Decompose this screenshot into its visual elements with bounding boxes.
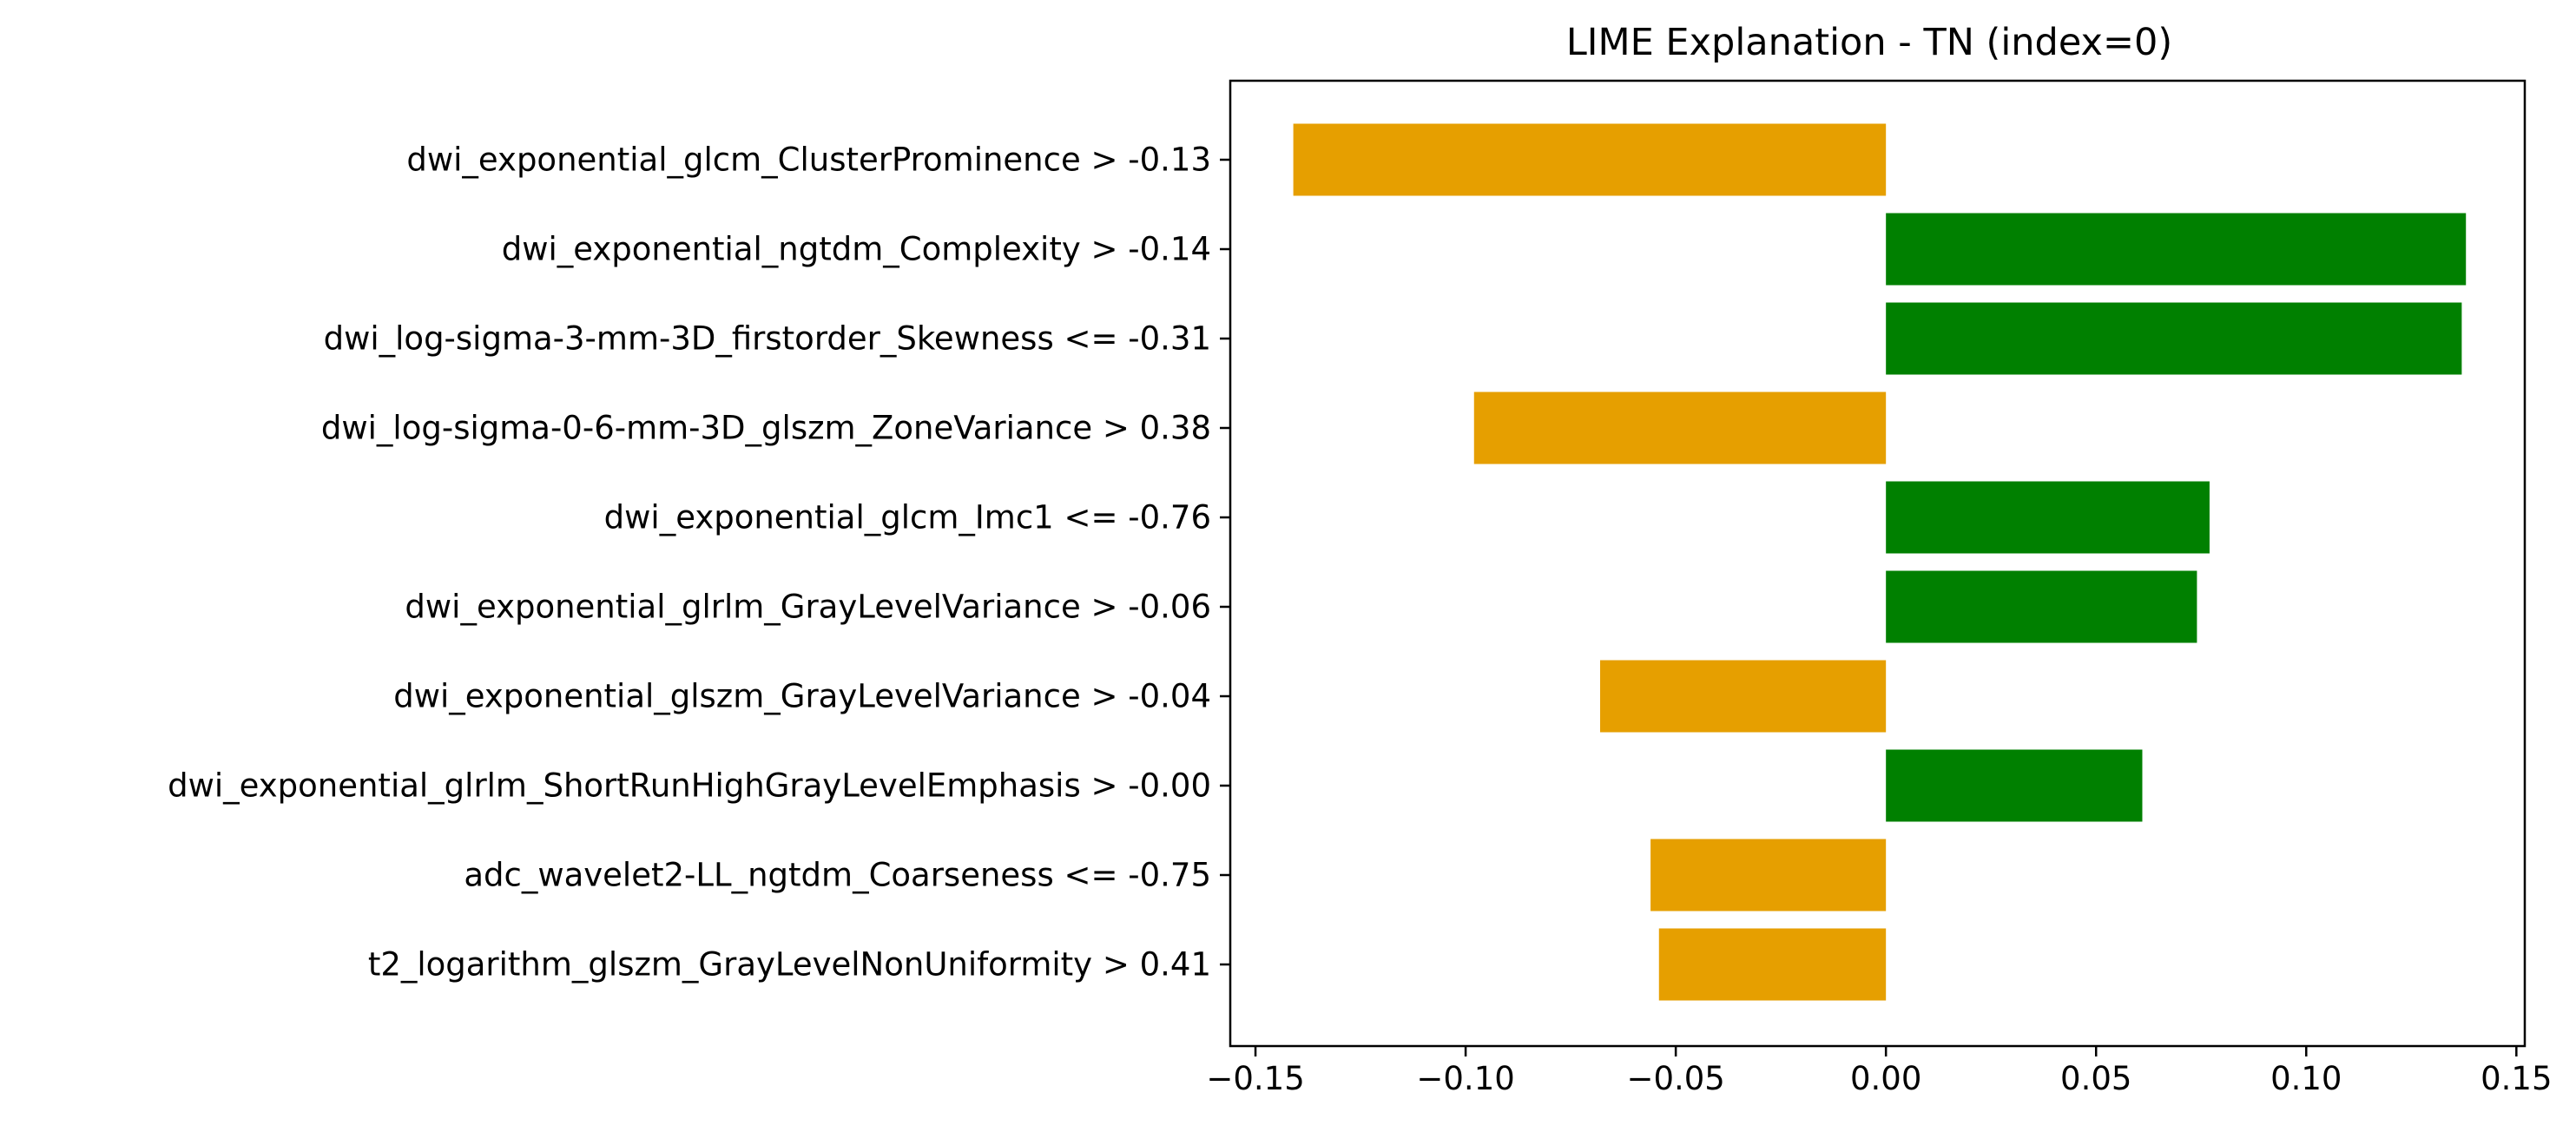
plot-frame (1229, 79, 2527, 1048)
y-tick-label: dwi_exponential_glcm_ClusterProminence >… (406, 142, 1211, 179)
x-tick-label: 0.10 (2270, 1060, 2342, 1097)
bar-9 (1650, 839, 1887, 912)
y-tick-label: dwi_log-sigma-3-mm-3D_firstorder_Skewnes… (324, 320, 1211, 358)
chart-title: LIME Explanation - TN (index=0) (1566, 21, 2172, 64)
x-tick-label: 0.05 (2060, 1060, 2131, 1097)
bars-layer (1293, 123, 2467, 1001)
bar-5 (1886, 481, 2210, 554)
y-tick-label: adc_wavelet2-LL_ngtdm_Coarseness <= -0.7… (464, 857, 1211, 894)
x-tick-label: −0.10 (1416, 1060, 1514, 1097)
bar-8 (1886, 749, 2143, 822)
bar-7 (1600, 660, 1887, 733)
bar-2 (1886, 213, 2467, 286)
y-tick-label: dwi_exponential_glrlm_ShortRunHighGrayLe… (168, 767, 1211, 805)
bar-4 (1473, 392, 1887, 464)
y-tick-label: t2_logarithm_glszm_GrayLevelNonUniformit… (368, 946, 1211, 984)
bar-6 (1886, 570, 2197, 643)
y-tick-label: dwi_exponential_glcm_Imc1 <= -0.76 (604, 499, 1211, 536)
x-tick-label: 0.15 (2480, 1060, 2552, 1097)
x-tick-label: −0.15 (1206, 1060, 1304, 1097)
y-tick-label: dwi_exponential_glszm_GrayLevelVariance … (393, 678, 1211, 715)
y-labels-layer: dwi_exponential_glcm_ClusterProminence >… (168, 142, 1230, 984)
x-tick-label: 0.00 (1850, 1060, 1921, 1097)
y-tick-label: dwi_exponential_ngtdm_Complexity > -0.14 (502, 231, 1211, 268)
bar-3 (1886, 302, 2462, 375)
y-tick-label: dwi_exponential_glrlm_GrayLevelVariance … (405, 589, 1211, 626)
x-ticks-layer: −0.15 −0.10 −0.05 0.00 0.05 0.10 0.15 (1206, 1046, 2553, 1097)
x-tick-label: −0.05 (1626, 1060, 1724, 1097)
bar-1 (1293, 123, 1887, 196)
y-tick-label: dwi_log-sigma-0-6-mm-3D_glszm_ZoneVarian… (321, 410, 1211, 447)
bar-10 (1658, 928, 1887, 1001)
